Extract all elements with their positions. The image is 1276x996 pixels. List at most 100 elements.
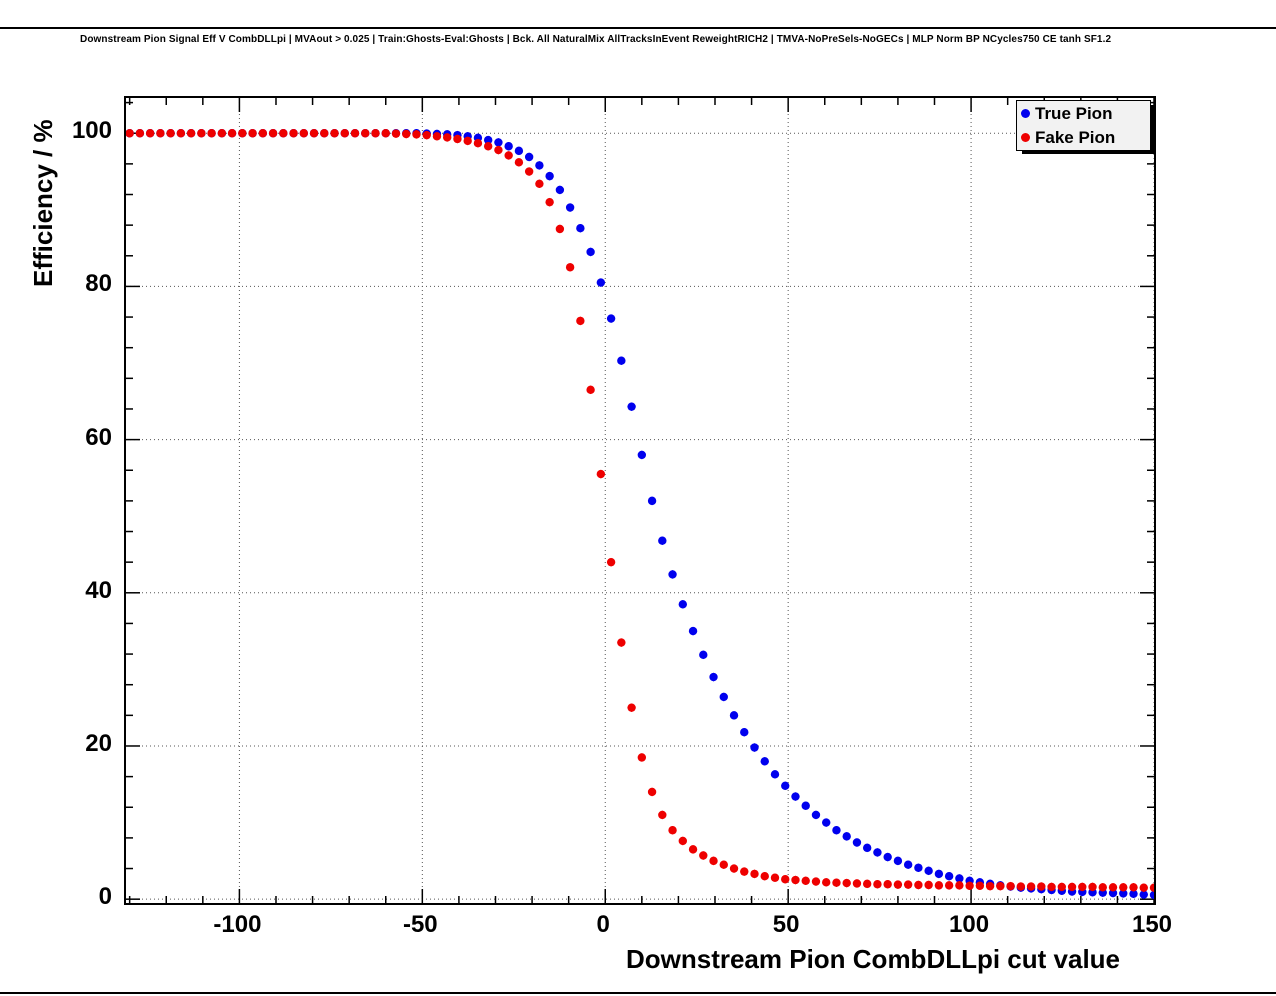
data-point — [1119, 889, 1128, 898]
data-point — [637, 450, 647, 460]
x-tick-label: 50 — [772, 911, 800, 938]
true-pion-series — [126, 129, 1154, 900]
fake-pion-series — [126, 129, 1154, 892]
data-point — [903, 860, 913, 869]
data-point — [350, 129, 360, 138]
y-tick-label: 0 — [98, 883, 112, 911]
data-point — [637, 753, 647, 762]
legend-label-true-pion: True Pion — [1035, 103, 1113, 123]
data-point — [811, 877, 821, 886]
data-point — [883, 880, 892, 889]
plot-canvas — [126, 98, 1154, 903]
data-point — [514, 158, 524, 167]
data-point — [176, 129, 186, 138]
data-point — [1108, 883, 1118, 892]
data-point — [555, 185, 565, 195]
data-point — [781, 875, 790, 884]
axis-ticks — [126, 98, 1154, 903]
data-point — [432, 132, 442, 141]
data-point — [1016, 882, 1026, 891]
data-point — [658, 810, 667, 820]
data-point — [873, 848, 882, 857]
data-point — [227, 129, 237, 138]
data-point — [852, 838, 862, 847]
data-point — [975, 881, 985, 890]
x-tick-label: -100 — [213, 911, 262, 938]
data-point — [555, 224, 565, 234]
y-tick-label: 60 — [85, 423, 112, 451]
data-point — [524, 152, 534, 162]
data-point — [709, 856, 718, 866]
data-point — [494, 138, 503, 147]
data-point — [760, 757, 769, 766]
data-point — [924, 880, 933, 890]
data-point — [852, 879, 862, 888]
data-point — [965, 881, 974, 890]
legend: True Pion Fake Pion — [1016, 100, 1151, 151]
legend-entry-true-pion: True Pion — [1017, 101, 1150, 125]
data-point — [709, 672, 718, 682]
top-border-line — [0, 27, 1276, 29]
data-point — [535, 179, 544, 188]
data-point — [791, 875, 800, 885]
data-point — [166, 129, 175, 138]
data-point — [883, 852, 892, 862]
data-point — [842, 832, 851, 841]
data-point — [781, 781, 790, 791]
data-point — [586, 247, 595, 257]
data-point — [822, 818, 831, 827]
true-pion-marker-icon — [1021, 108, 1030, 118]
data-point — [217, 129, 227, 138]
data-point — [996, 881, 1005, 891]
data-point — [740, 727, 749, 737]
data-point — [893, 856, 903, 866]
data-point — [606, 557, 616, 567]
data-point — [463, 136, 472, 146]
data-point — [617, 356, 626, 365]
legend-label-fake-pion: Fake Pion — [1035, 127, 1116, 147]
data-point — [729, 864, 739, 873]
data-point — [903, 880, 913, 889]
data-point — [729, 711, 739, 720]
data-point — [617, 638, 626, 647]
data-point — [647, 496, 657, 506]
data-point — [862, 879, 872, 889]
plot-title: Downstream Pion Signal Eff V CombDLLpi |… — [80, 34, 1112, 45]
data-point — [381, 129, 390, 138]
data-point — [985, 881, 995, 891]
data-point — [944, 871, 954, 881]
data-point — [412, 130, 421, 139]
data-point — [668, 570, 677, 579]
data-point — [668, 826, 677, 835]
x-axis-label: Downstream Pion CombDLLpi cut value — [625, 944, 1121, 974]
data-point — [832, 826, 841, 835]
y-tick-label: 40 — [85, 576, 112, 604]
fake-pion-marker-icon — [1021, 132, 1030, 142]
data-point — [914, 880, 923, 890]
data-point — [1108, 888, 1118, 898]
data-point — [156, 129, 165, 138]
data-point — [391, 129, 401, 138]
data-point — [320, 129, 329, 138]
data-point — [279, 129, 288, 138]
data-point — [770, 770, 780, 779]
data-point — [914, 863, 923, 872]
data-point — [873, 880, 882, 889]
legend-entry-fake-pion: Fake Pion — [1017, 125, 1150, 149]
data-point — [402, 129, 411, 139]
data-point — [535, 161, 544, 170]
data-point — [934, 881, 944, 890]
data-point — [658, 536, 667, 545]
data-point — [770, 873, 780, 882]
data-point — [699, 650, 708, 660]
data-point — [565, 203, 575, 212]
data-point — [514, 146, 524, 156]
x-tick-label: 150 — [1131, 911, 1173, 938]
data-point — [473, 138, 483, 148]
data-point — [627, 703, 636, 712]
data-point — [309, 129, 319, 138]
bottom-border-line — [0, 992, 1276, 994]
data-point — [832, 878, 841, 887]
data-point — [688, 626, 698, 636]
data-point — [135, 129, 145, 138]
